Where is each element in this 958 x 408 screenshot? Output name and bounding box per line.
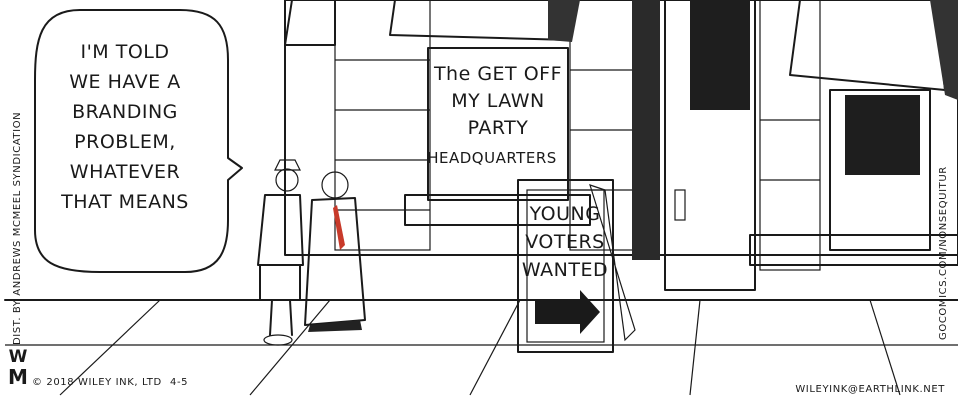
sign-line: The GET OFF <box>433 63 562 85</box>
character-yellow-shirt-part <box>275 168 299 192</box>
sidewalk-part <box>59 299 161 396</box>
sandwich-board-part <box>517 179 614 353</box>
sign-line: HEADQUARTERS <box>427 149 557 167</box>
sandwich-board-part <box>589 184 636 342</box>
logo: W <box>9 347 28 367</box>
speech-bubble-part <box>34 9 243 273</box>
email: WILEYINK@EARTHLINK.NET <box>795 384 945 395</box>
window-sign-part <box>427 47 569 201</box>
speech-line: I'M TOLD <box>80 41 169 63</box>
building-part <box>632 0 660 260</box>
building <box>284 0 958 291</box>
character-suit-part <box>308 320 362 332</box>
speech-line: THAT MEANS <box>60 191 189 213</box>
sandwich-board: YOUNG VOTERS WANTED <box>517 179 636 353</box>
character-suit <box>304 171 366 332</box>
board-line: YOUNG <box>529 203 601 225</box>
logo: M <box>8 365 28 389</box>
character-yellow-shirt-part <box>259 264 301 301</box>
character-suit-part <box>333 205 345 250</box>
board-line: WANTED <box>522 259 608 281</box>
date: 4-5 <box>170 377 188 388</box>
building-part <box>759 0 821 271</box>
character-yellow-shirt-part <box>263 334 293 346</box>
building-part <box>749 234 958 266</box>
awning-part <box>548 0 580 42</box>
character-suit-part <box>304 197 366 326</box>
speech-bubble: I'M TOLD WE HAVE A BRANDING PROBLEM, WHA… <box>34 9 243 273</box>
building-part <box>664 0 756 291</box>
sign-line: MY LAWN <box>451 90 545 112</box>
copyright: © 2018 WILEY INK, LTD <box>32 377 162 388</box>
sandwich-board-part <box>535 290 600 334</box>
building-part <box>690 0 750 110</box>
syndication-credit: DIST. BY ANDREWS MCMEEL SYNDICATION <box>12 112 23 345</box>
speech-line: BRANDING <box>72 101 178 123</box>
character-yellow-shirt <box>257 159 304 346</box>
awning <box>284 0 958 100</box>
speech-line: WE HAVE A <box>69 71 180 93</box>
building-part <box>404 194 591 226</box>
sidewalk-part <box>689 299 701 396</box>
sidewalk <box>4 299 958 396</box>
character-yellow-shirt-part <box>257 194 304 266</box>
sidewalk-part <box>469 299 521 396</box>
board-line: VOTERS <box>525 231 605 253</box>
awning-part <box>930 0 958 100</box>
building-part <box>674 189 686 221</box>
sandwich-board-part <box>526 189 605 343</box>
sign-line: PARTY <box>468 117 529 139</box>
window-sign: The GET OFF MY LAWN PARTY HEADQUARTERS <box>427 47 569 201</box>
sidewalk-part <box>249 299 331 396</box>
sidewalk-part <box>869 299 901 396</box>
website-credit: GOCOMICS.COM/NONSEQUITUR <box>938 166 949 340</box>
speech-line: WHATEVER <box>70 161 180 183</box>
building-part <box>829 89 931 251</box>
awning-part <box>284 0 336 46</box>
building-part <box>284 0 958 256</box>
speech-line: PROBLEM, <box>74 131 176 153</box>
building-part <box>845 95 920 175</box>
character-yellow-shirt-part <box>274 159 301 171</box>
building-part <box>334 0 431 251</box>
character-yellow-shirt-part <box>289 299 293 336</box>
character-yellow-shirt-part <box>269 299 273 336</box>
